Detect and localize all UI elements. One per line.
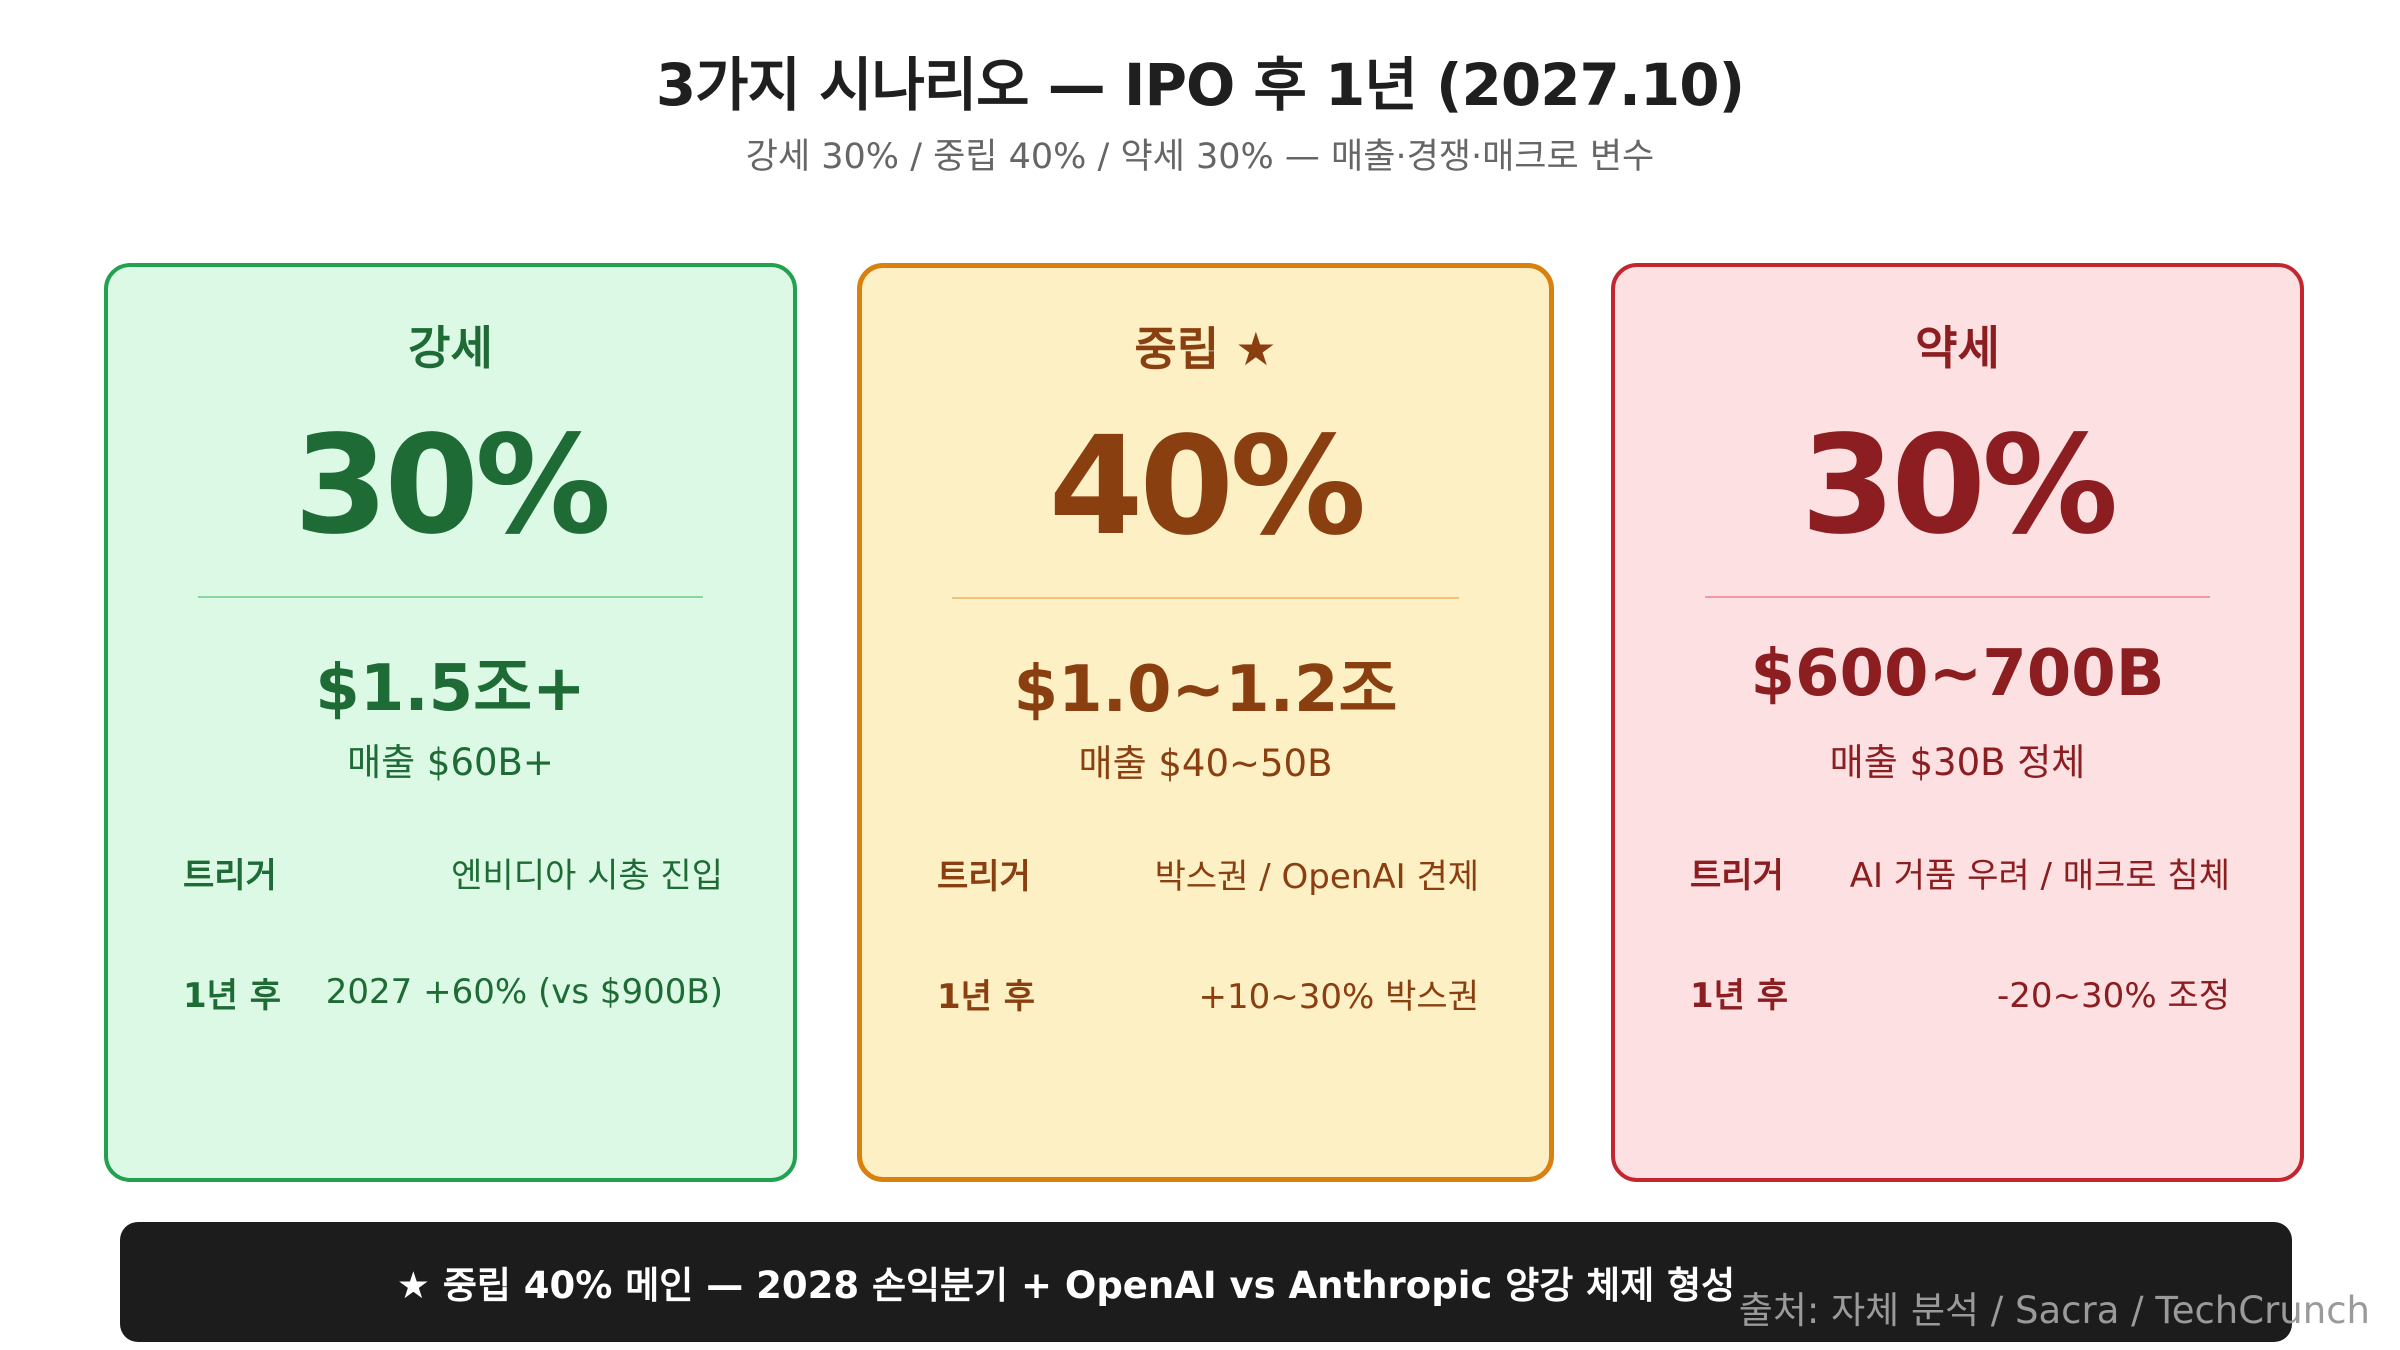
one-year-key: 1년 후: [1690, 975, 1789, 1016]
scenario-label: 중립 ★: [1134, 322, 1277, 376]
scenario-valuation: $1.5조+: [315, 652, 586, 726]
scenario-valuation: $1.0~1.2조: [1013, 653, 1398, 727]
source-note: 출처: 자체 분석 / Sacra / TechCrunch: [1738, 1289, 2370, 1332]
one-year-key: 1년 후: [183, 975, 282, 1016]
one-year-row: 1년 후 2027 +60% (vs $900B): [183, 967, 723, 1017]
trigger-key: 트리거: [1690, 855, 1784, 896]
trigger-row: 트리거 박스권 / OpenAI 견제: [937, 848, 1479, 898]
scenario-label: 강세: [408, 321, 493, 375]
one-year-value: 2027 +60% (vs $900B): [325, 972, 723, 1012]
card-divider: [952, 597, 1459, 599]
scenario-card-bear: 약세 30% $600~700B 매출 $30B 정체 트리거 AI 거품 우려…: [1611, 263, 2304, 1182]
one-year-value: -20~30% 조정: [1997, 975, 2230, 1016]
one-year-value: +10~30% 박스권: [1198, 976, 1479, 1017]
trigger-value: AI 거품 우려 / 매크로 침체: [1849, 855, 2230, 896]
scenario-card-neutral: 중립 ★ 40% $1.0~1.2조 매출 $40~50B 트리거 박스권 / …: [857, 263, 1554, 1182]
one-year-key: 1년 후: [937, 976, 1036, 1017]
summary-banner: ★ 중립 40% 메인 — 2028 손익분기 + OpenAI vs Anth…: [120, 1222, 2292, 1342]
scenario-probability: 30%: [293, 407, 612, 565]
scenario-probability: 30%: [1800, 407, 2119, 565]
trigger-value: 박스권 / OpenAI 견제: [1154, 856, 1479, 897]
one-year-row: 1년 후 -20~30% 조정: [1690, 967, 2230, 1017]
scenario-label: 약세: [1915, 321, 2000, 375]
scenario-revenue: 매출 $60B+: [347, 741, 554, 784]
summary-banner-text: ★ 중립 40% 메인 — 2028 손익분기 + OpenAI vs Anth…: [396, 1264, 1736, 1307]
page-subtitle: 강세 30% / 중립 40% / 약세 30% — 매출·경쟁·매크로 변수: [745, 137, 1655, 177]
trigger-row: 트리거 엔비디아 시총 진입: [183, 847, 723, 897]
scenario-card-bull: 강세 30% $1.5조+ 매출 $60B+ 트리거 엔비디아 시총 진입 1년…: [104, 263, 797, 1182]
scenario-revenue: 매출 $40~50B: [1078, 742, 1333, 785]
trigger-key: 트리거: [183, 855, 277, 896]
card-divider: [198, 596, 703, 598]
scenario-revenue: 매출 $30B 정체: [1829, 741, 2086, 784]
trigger-value: 엔비디아 시총 진입: [451, 855, 723, 896]
trigger-key: 트리거: [937, 856, 1031, 897]
trigger-row: 트리거 AI 거품 우려 / 매크로 침체: [1690, 847, 2230, 897]
scenario-valuation: $600~700B: [1750, 637, 2165, 711]
page-title: 3가지 시나리오 — IPO 후 1년 (2027.10): [655, 51, 1745, 119]
scenario-probability: 40%: [1048, 408, 1367, 566]
one-year-row: 1년 후 +10~30% 박스권: [937, 968, 1479, 1018]
card-divider: [1705, 596, 2210, 598]
